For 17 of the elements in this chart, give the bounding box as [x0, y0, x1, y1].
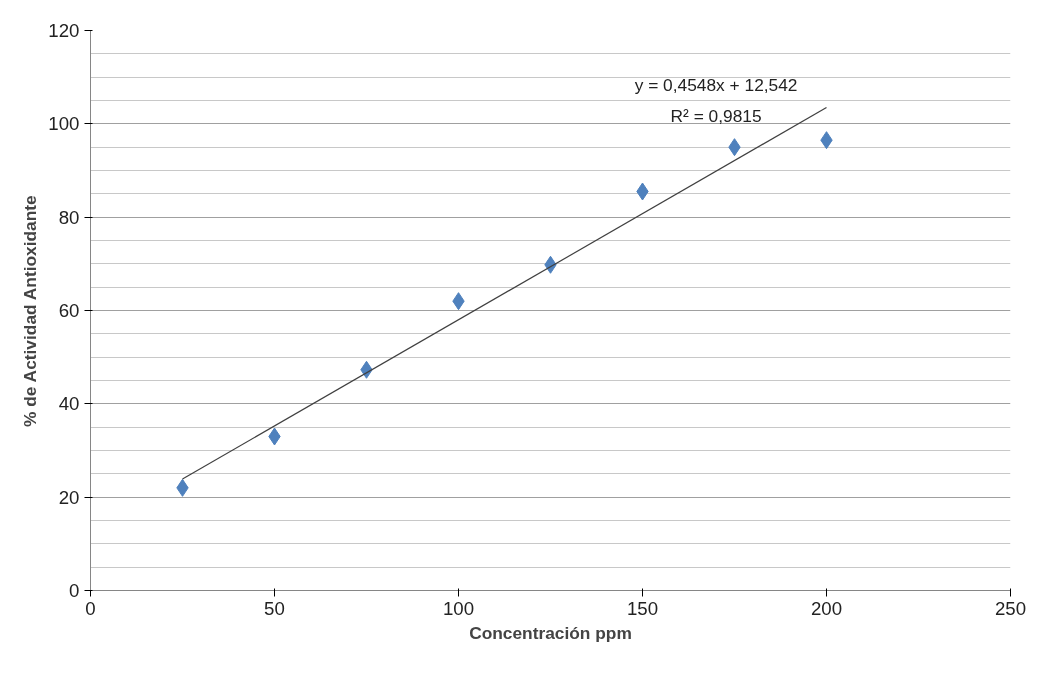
x-tick-label: 200 [810, 597, 843, 619]
annotation: R² = 0,9815 [670, 105, 762, 126]
y-tick-label: 80 [58, 206, 80, 228]
x-tick-label: 100 [442, 597, 475, 619]
x-tick-label: 0 [85, 597, 96, 619]
x-axis-title: Concentración ppm [469, 622, 632, 643]
y-tick-label: 0 [69, 580, 80, 601]
annotation: y = 0,4548x + 12,542 [634, 74, 798, 95]
x-tick-label: 50 [264, 597, 285, 619]
y-tick-label: 120 [48, 20, 80, 41]
y-axis-title: % de Actividad Antioxidante [20, 194, 41, 427]
x-tick-label: 150 [626, 597, 659, 619]
x-tick-label: 250 [994, 597, 1027, 619]
y-tick-label: 20 [58, 486, 80, 508]
y-tick-label: 60 [58, 300, 80, 321]
y-tick-label: 100 [48, 113, 80, 135]
y-tick-label: 40 [58, 393, 80, 415]
